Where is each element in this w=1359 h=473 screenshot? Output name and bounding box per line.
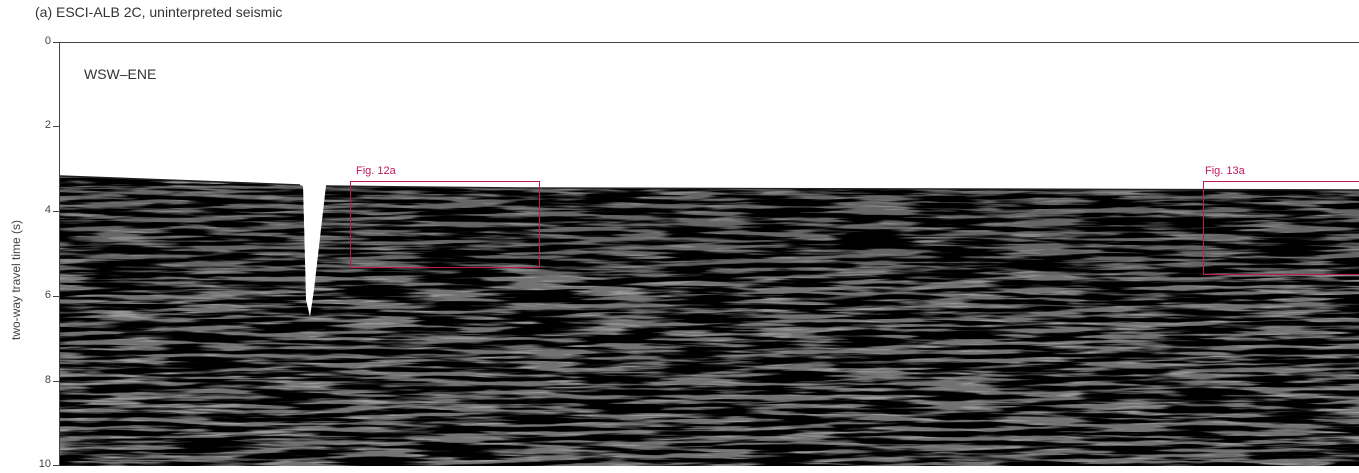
y-tick-label: 4 [44,204,51,216]
y-tick-4 [53,211,59,212]
y-tick-0 [53,42,59,43]
y-tick-6 [53,296,59,297]
y-axis-line [59,42,60,466]
top-axis-line [59,42,1359,43]
figure-title: (a) ESCI-ALB 2C, uninterpreted seismic [35,4,283,20]
fig-13a-label: Fig. 13a [1205,165,1245,177]
y-tick-label: 8 [44,374,51,386]
fig-12a-label: Fig. 12a [356,165,396,177]
profile-direction-label: WSW–ENE [84,66,157,82]
y-tick-label: 2 [44,119,51,131]
fig-12a-box [350,181,540,268]
y-tick-label: 0 [44,35,51,47]
y-tick-2 [53,126,59,127]
y-tick-8 [53,381,59,382]
y-tick-label: 10 [38,458,51,470]
y-tick-10 [53,465,59,466]
fig-13a-box [1203,181,1359,275]
y-tick-label: 6 [44,289,51,301]
